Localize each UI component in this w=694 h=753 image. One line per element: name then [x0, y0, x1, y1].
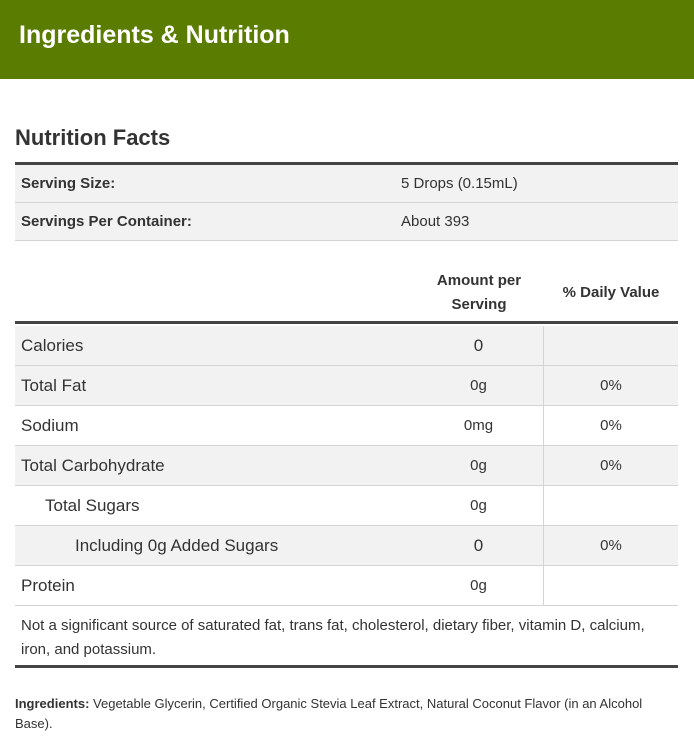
page-title: Ingredients & Nutrition — [19, 21, 290, 49]
serving-size-label: Serving Size: — [21, 175, 116, 192]
nutrient-daily-value: 0% — [600, 537, 622, 554]
nutrition-table-header: Amount per Serving % Daily Value — [15, 265, 678, 324]
nutrient-name: Sodium — [21, 415, 79, 435]
nutrient-name: Total Carbohydrate — [21, 455, 165, 475]
nutrient-amount: 0mg — [414, 406, 544, 445]
table-row: Total Carbohydrate 0g 0% — [15, 446, 678, 486]
nutrient-daily-value: 0% — [600, 417, 622, 434]
serving-size-value: 5 Drops (0.15mL) — [401, 175, 518, 192]
nutrient-amount: 0g — [414, 566, 544, 605]
nutrient-daily-value — [544, 566, 678, 605]
servings-per-container-row: Servings Per Container: About 393 — [15, 203, 678, 241]
daily-value-column-header: % Daily Value — [562, 284, 660, 301]
ingredients-label: Ingredients: — [15, 696, 90, 711]
nutrient-daily-value: 0% — [600, 377, 622, 394]
serving-size-row: Serving Size: 5 Drops (0.15mL) — [15, 165, 678, 203]
nutrient-daily-value — [544, 486, 678, 525]
servings-per-container-value: About 393 — [401, 213, 470, 230]
nutrient-column-header — [15, 265, 414, 321]
table-row: Total Fat 0g 0% — [15, 366, 678, 406]
nutrition-facts-title: Nutrition Facts — [15, 125, 171, 150]
page-header: Ingredients & Nutrition — [0, 0, 694, 79]
nutrient-amount: 0 — [414, 526, 544, 565]
nutrient-daily-value — [544, 326, 678, 365]
serving-info: Serving Size: 5 Drops (0.15mL) Servings … — [15, 162, 678, 241]
nutrient-name: Including 0g Added Sugars — [75, 535, 279, 555]
nutrient-name: Protein — [21, 575, 75, 595]
table-row: Including 0g Added Sugars 0 0% — [15, 526, 678, 566]
nutrition-footnote: Not a significant source of saturated fa… — [15, 606, 678, 668]
nutrient-daily-value: 0% — [600, 457, 622, 474]
servings-per-container-label: Servings Per Container: — [21, 213, 192, 230]
table-row: Protein 0g — [15, 566, 678, 606]
nutrient-amount: 0 — [414, 326, 544, 365]
nutrient-amount: 0g — [414, 446, 544, 485]
nutrient-amount: 0g — [414, 366, 544, 405]
ingredients-list: Vegetable Glycerin, Certified Organic St… — [15, 696, 643, 731]
table-row: Calories 0 — [15, 326, 678, 366]
nutrient-name: Total Sugars — [45, 495, 140, 515]
nutrient-name: Total Fat — [21, 375, 87, 395]
nutrition-table: Calories 0 Total Fat 0g 0% Sodium 0mg 0%… — [15, 326, 678, 606]
nutrient-amount: 0g — [414, 486, 544, 525]
amount-column-header: Amount per Serving — [436, 272, 522, 313]
table-row: Sodium 0mg 0% — [15, 406, 678, 446]
nutrient-name: Calories — [21, 335, 84, 355]
ingredients-text: Ingredients: Vegetable Glycerin, Certifi… — [15, 694, 680, 734]
table-row: Total Sugars 0g — [15, 486, 678, 526]
